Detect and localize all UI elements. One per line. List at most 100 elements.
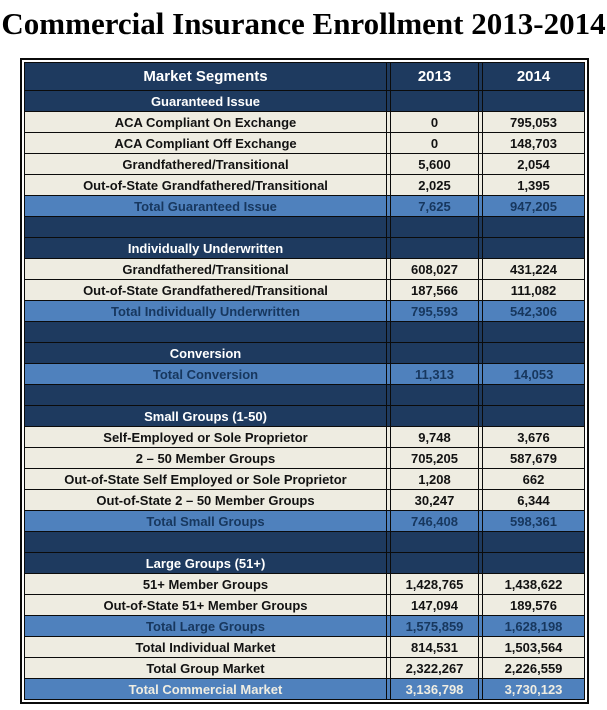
cell-2013-value: 147,094 <box>390 595 479 615</box>
cell-2014-value <box>482 322 584 342</box>
cell-2014-value: 1,438,622 <box>482 574 584 594</box>
spacer-row <box>25 216 584 237</box>
cell-market-segment: Out-of-State Grandfathered/Transitional <box>25 280 387 300</box>
table-row-out-of-state-self-employed-or-sole-proprietor: Out-of-State Self Employed or Sole Propr… <box>25 468 584 489</box>
column-header-2014: 2014 <box>482 63 584 90</box>
spacer-row <box>25 531 584 552</box>
table-row-total-guaranteed-issue: Total Guaranteed Issue 7,625 947,205 <box>25 195 584 216</box>
spacer-row <box>25 321 584 342</box>
cell-2013-value: 5,600 <box>390 154 479 174</box>
cell-2014-value: 2,226,559 <box>482 658 584 678</box>
cell-2013-value: 7,625 <box>390 196 479 216</box>
cell-market-segment: ACA Compliant Off Exchange <box>25 133 387 153</box>
cell-2013-value: 0 <box>390 133 479 153</box>
cell-2013-value: 2,025 <box>390 175 479 195</box>
cell-2013-value: 30,247 <box>390 490 479 510</box>
cell-2013-value: 1,428,765 <box>390 574 479 594</box>
cell-2013-value <box>390 322 479 342</box>
table-row-grandfathered-transitional: Grandfathered/Transitional 608,027 431,224 <box>25 258 584 279</box>
cell-2014-value: 189,576 <box>482 595 584 615</box>
spacer-row <box>25 384 584 405</box>
cell-2013-value: 795,593 <box>390 301 479 321</box>
cell-2014-value: 148,703 <box>482 133 584 153</box>
table-row-total-commercial-market: Total Commercial Market 3,136,798 3,730,12… <box>25 678 584 699</box>
cell-market-segment: Individually Underwritten <box>25 238 387 258</box>
cell-2014-value <box>482 238 584 258</box>
cell-market-segment: Total Individual Market <box>25 637 387 657</box>
cell-2013-value <box>390 217 479 237</box>
table-row-out-of-state-51-member-groups: Out-of-State 51+ Member Groups 147,094 189… <box>25 594 584 615</box>
cell-2013-value: 9,748 <box>390 427 479 447</box>
table-row-total-small-groups: Total Small Groups 746,408 598,361 <box>25 510 584 531</box>
cell-2013-value: 814,531 <box>390 637 479 657</box>
column-header-market-segments: Market Segments <box>25 63 387 90</box>
cell-market-segment: Total Individually Underwritten <box>25 301 387 321</box>
cell-2013-value: 0 <box>390 112 479 132</box>
cell-market-segment: Large Groups (51+) <box>25 553 387 573</box>
table-row-guaranteed-issue: Guaranteed Issue <box>25 90 584 111</box>
cell-market-segment: Total Guaranteed Issue <box>25 196 387 216</box>
cell-market-segment <box>25 385 387 405</box>
table-header-row: Market Segments 2013 2014 <box>25 63 584 90</box>
cell-market-segment <box>25 322 387 342</box>
cell-market-segment: Total Large Groups <box>25 616 387 636</box>
cell-2013-value: 746,408 <box>390 511 479 531</box>
cell-2014-value: 587,679 <box>482 448 584 468</box>
cell-2013-value <box>390 385 479 405</box>
cell-market-segment: Out-of-State 2 – 50 Member Groups <box>25 490 387 510</box>
cell-2014-value: 3,676 <box>482 427 584 447</box>
cell-market-segment: Total Commercial Market <box>25 679 387 699</box>
table-row-aca-compliant-off-exchange: ACA Compliant Off Exchange 0 148,703 <box>25 132 584 153</box>
table-row-out-of-state-2-50-member-groups: Out-of-State 2 – 50 Member Groups 30,247 6… <box>25 489 584 510</box>
table-row-aca-compliant-on-exchange: ACA Compliant On Exchange 0 795,053 <box>25 111 584 132</box>
table-row-grandfathered-transitional: Grandfathered/Transitional 5,600 2,054 <box>25 153 584 174</box>
table-row-small-groups-1-50: Small Groups (1-50) <box>25 405 584 426</box>
cell-market-segment: Self-Employed or Sole Proprietor <box>25 427 387 447</box>
cell-2013-value <box>390 343 479 363</box>
cell-market-segment: Out-of-State 51+ Member Groups <box>25 595 387 615</box>
table-row-out-of-state-grandfathered-transitional: Out-of-State Grandfathered/Transitional 2… <box>25 174 584 195</box>
table-row-total-individually-underwritten: Total Individually Underwritten 795,593 54… <box>25 300 584 321</box>
cell-2013-value: 187,566 <box>390 280 479 300</box>
cell-market-segment: Out-of-State Grandfathered/Transitional <box>25 175 387 195</box>
cell-2013-value: 3,136,798 <box>390 679 479 699</box>
table-row-2-50-member-groups: 2 – 50 Member Groups 705,205 587,679 <box>25 447 584 468</box>
cell-2013-value <box>390 91 479 111</box>
cell-2014-value: 14,053 <box>482 364 584 384</box>
table-row-51-member-groups: 51+ Member Groups 1,428,765 1,438,622 <box>25 573 584 594</box>
page-title: Commercial Insurance Enrollment 2013-201… <box>1 6 606 41</box>
cell-market-segment: Small Groups (1-50) <box>25 406 387 426</box>
cell-market-segment: 2 – 50 Member Groups <box>25 448 387 468</box>
cell-market-segment: ACA Compliant On Exchange <box>25 112 387 132</box>
cell-2013-value <box>390 238 479 258</box>
cell-market-segment: Total Conversion <box>25 364 387 384</box>
cell-2013-value: 608,027 <box>390 259 479 279</box>
cell-2014-value: 111,082 <box>482 280 584 300</box>
table-row-total-individual-market: Total Individual Market 814,531 1,503,564 <box>25 636 584 657</box>
cell-2014-value: 542,306 <box>482 301 584 321</box>
cell-2013-value: 11,313 <box>390 364 479 384</box>
cell-market-segment: Grandfathered/Transitional <box>25 259 387 279</box>
column-header-2013: 2013 <box>390 63 479 90</box>
table-row-individually-underwritten: Individually Underwritten <box>25 237 584 258</box>
table-row-total-conversion: Total Conversion 11,313 14,053 <box>25 363 584 384</box>
cell-2014-value: 662 <box>482 469 584 489</box>
cell-2014-value <box>482 217 584 237</box>
cell-market-segment: Total Small Groups <box>25 511 387 531</box>
cell-2013-value: 2,322,267 <box>390 658 479 678</box>
cell-2014-value: 431,224 <box>482 259 584 279</box>
cell-market-segment: 51+ Member Groups <box>25 574 387 594</box>
table-row-total-group-market: Total Group Market 2,322,267 2,226,559 <box>25 657 584 678</box>
enrollment-table: Market Segments 2013 2014 Guaranteed Iss… <box>20 58 589 704</box>
cell-market-segment: Grandfathered/Transitional <box>25 154 387 174</box>
cell-2014-value <box>482 91 584 111</box>
cell-2014-value: 3,730,123 <box>482 679 584 699</box>
table-row-out-of-state-grandfathered-transitional: Out-of-State Grandfathered/Transitional 1… <box>25 279 584 300</box>
cell-2014-value <box>482 553 584 573</box>
table-row-large-groups-51: Large Groups (51+) <box>25 552 584 573</box>
cell-market-segment: Conversion <box>25 343 387 363</box>
cell-2014-value <box>482 343 584 363</box>
cell-2014-value: 795,053 <box>482 112 584 132</box>
cell-2014-value <box>482 532 584 552</box>
